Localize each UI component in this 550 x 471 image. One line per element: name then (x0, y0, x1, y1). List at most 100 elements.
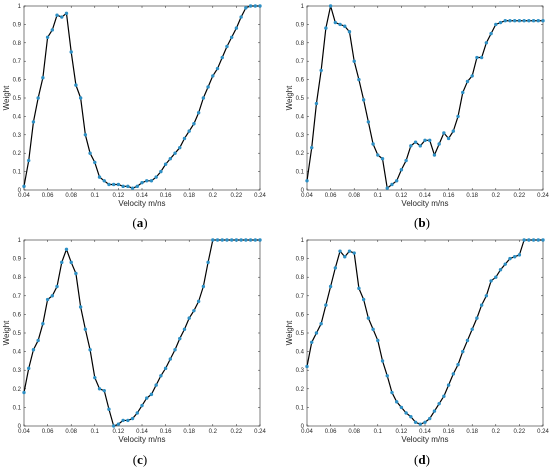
axes-box (23, 239, 261, 427)
data-point (182, 327, 187, 331)
data-point (475, 316, 479, 320)
data-point (168, 357, 173, 361)
data-point (484, 41, 489, 45)
data-point (22, 390, 26, 395)
data-point (192, 308, 196, 313)
chart-panel-2: 0.04 0.06 0.08 0.1 0.12 0.14 0.16 0.18 0.2 0.22 0.… (285, 4, 549, 230)
data-point (324, 26, 328, 30)
y-axis-label: Weight (285, 85, 294, 111)
data-point (357, 77, 361, 82)
data-point (64, 247, 69, 251)
data-point (305, 364, 309, 369)
x-tick-label: 0.04 (18, 429, 30, 435)
data-point (173, 151, 177, 155)
data-point (88, 348, 92, 352)
x-tick-label: 0.18 (183, 193, 195, 199)
data-point (338, 22, 342, 27)
data-point (27, 366, 31, 371)
data-point (41, 76, 45, 80)
data-point (55, 13, 59, 17)
data-point (45, 297, 50, 302)
x-tick-label: 0.16 (443, 429, 455, 435)
data-point (135, 411, 139, 415)
data-point (154, 383, 158, 387)
y-tick-label: 0.7 (13, 294, 22, 300)
data-point (31, 120, 36, 124)
data-point (149, 392, 154, 397)
y-tick-label: 0 (18, 424, 22, 430)
data-point (97, 387, 102, 391)
y-tick-label: 0.8 (296, 275, 305, 281)
data-point (83, 133, 88, 137)
y-tick-label: 0.4 (13, 350, 22, 356)
data-point (116, 182, 121, 187)
data-point (55, 284, 59, 289)
chart-panel-3: 0.04 0.06 0.08 0.1 0.12 0.14 0.16 0.18 0.2 0.22 0.… (2, 238, 266, 467)
data-point (498, 20, 503, 25)
data-point (102, 179, 106, 183)
x-tick-label: 0.24 (537, 429, 549, 435)
data-point (130, 416, 135, 421)
x-tick-label: 0.16 (160, 429, 172, 435)
data-point (512, 19, 517, 23)
x-tick-label: 0.04 (301, 193, 313, 199)
y-tick-label: 0.1 (13, 170, 22, 176)
data-point (437, 142, 441, 146)
data-point (531, 19, 536, 23)
x-tick-label: 0.08 (348, 429, 360, 435)
data-point (489, 279, 493, 283)
data-point (484, 294, 489, 298)
data-point (371, 142, 375, 146)
data-point (446, 383, 451, 387)
axes-box (23, 5, 261, 191)
data-point (428, 416, 432, 421)
data-point (116, 422, 121, 426)
data-point (451, 372, 456, 376)
data-point (211, 238, 215, 242)
data-point (319, 68, 323, 73)
data-point (456, 114, 460, 119)
series-line (23, 239, 260, 427)
data-point (211, 74, 215, 78)
data-point (234, 26, 239, 30)
y-tick-label: 0.5 (296, 331, 305, 337)
data-point (503, 19, 507, 23)
data-point (159, 374, 163, 378)
data-point (201, 284, 206, 289)
data-point (225, 238, 229, 242)
y-tick-label: 0.1 (13, 405, 22, 411)
data-point (376, 338, 380, 343)
data-point (461, 90, 465, 95)
data-point (324, 303, 328, 307)
data-point (399, 168, 404, 172)
x-tick-label: 0.14 (419, 429, 431, 435)
x-tick-label: 0.2 (209, 193, 218, 199)
x-tick-label: 0.08 (348, 193, 360, 199)
data-point (310, 145, 314, 150)
y-tick-label: 0.6 (13, 78, 22, 84)
data-point (404, 158, 408, 163)
data-point (154, 175, 158, 179)
data-point (88, 151, 92, 155)
data-point (432, 409, 437, 413)
data-point (36, 338, 40, 343)
panel-caption: (a) (132, 215, 147, 230)
data-point (394, 400, 399, 404)
chart-panel-4: 0.04 0.06 0.08 0.1 0.12 0.14 0.16 0.18 0.2 0.22 0.… (285, 238, 549, 467)
x-tick-label: 0.1 (91, 193, 100, 199)
x-tick-label: 0.06 (42, 429, 54, 435)
y-tick-label: 1 (301, 238, 305, 244)
data-point (432, 153, 437, 157)
data-point (343, 255, 347, 259)
y-tick-label: 1 (301, 4, 305, 10)
data-point (178, 336, 182, 341)
data-point (328, 4, 333, 8)
data-point (494, 22, 498, 27)
x-tick-label: 0.18 (183, 429, 195, 435)
data-point (130, 186, 135, 190)
data-point (244, 6, 248, 10)
data-point (234, 238, 239, 242)
y-tick-label: 0.5 (296, 96, 305, 102)
data-point (215, 66, 220, 71)
data-point (338, 249, 342, 253)
